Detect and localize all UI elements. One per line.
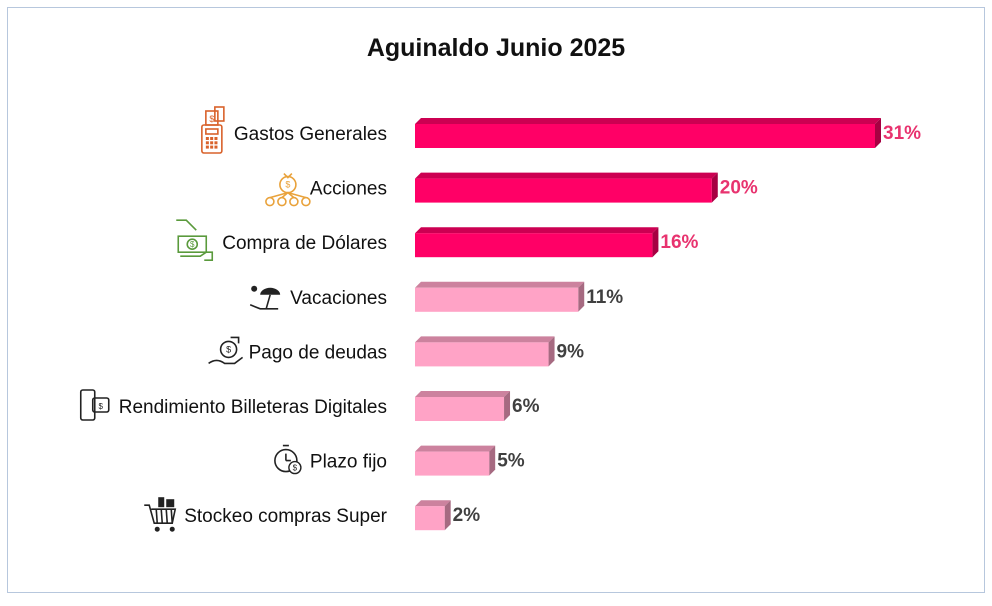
bar-row: 2% Stockeo compras Super [144,497,480,532]
bar-top [415,391,511,397]
svg-text:$: $ [209,114,214,124]
stopwatch-dollar-icon: $ [274,444,302,475]
category-label: Pago de deudas [249,342,387,363]
bar-side [652,227,659,258]
bar [415,178,712,203]
svg-text:$: $ [293,464,298,473]
data-label: 5% [497,451,525,472]
data-label: 16% [660,232,698,253]
bar [415,506,445,531]
hand-money-bag-icon: $ [208,336,244,365]
bar [415,287,579,312]
svg-text:$: $ [190,240,195,249]
bar-row: 31% Gastos Generales $ [201,106,921,154]
phone-wallet-icon: $ [79,389,110,421]
category-label: Plazo fijo [310,452,387,473]
bar-top [415,336,555,343]
beach-umbrella-icon [249,285,281,310]
bar [415,342,549,367]
data-label: 31% [883,123,921,144]
bar-side [875,118,881,148]
bar-top [415,172,718,179]
svg-text:$: $ [285,180,290,190]
category-label: Vacaciones [290,288,387,309]
bar-side [504,391,511,421]
data-label: 11% [586,287,623,308]
pos-terminal-icon: $ [201,106,225,154]
bar-top [415,281,585,288]
bar-row: 20% Acciones $ [265,172,758,207]
category-label: Stockeo compras Super [184,506,387,527]
bar-side [548,336,555,367]
hand-dollar-bill-icon: $ [176,219,214,261]
bar-top [415,445,496,452]
category-label: Gastos Generales [234,124,387,145]
bar-side [711,172,718,203]
bar-row: 16% Compra de Dólares $ [176,219,699,261]
bar-side [489,445,496,476]
data-label: 6% [512,396,540,417]
svg-text:$: $ [226,344,231,354]
bar-row: 9% Pago de deudas $ [208,336,585,367]
data-label: 20% [720,178,758,199]
bar [415,397,505,421]
data-label: 9% [557,341,585,362]
svg-text:$: $ [99,402,104,411]
bar [415,233,653,258]
shopping-cart-icon [144,497,177,532]
bar-side [578,281,585,312]
category-label: Compra de Dólares [222,233,387,254]
bar [415,451,490,476]
bar-side [444,500,451,531]
bar-top [415,500,451,507]
bar-row: 5% Plazo fijo $ [274,444,525,476]
money-bags-network-icon: $ [265,173,311,207]
chart-title: Aguinaldo Junio 2025 [366,34,626,62]
bar-row: 6% Rendimiento Billeteras Digitales $ [79,389,540,421]
data-label: 2% [453,505,481,526]
category-label: Rendimiento Billeteras Digitales [119,397,387,418]
category-label: Acciones [310,179,387,200]
bar-top [415,227,659,234]
bar-top [415,118,881,124]
bar [415,124,875,148]
bar-row: 11% Vacaciones [249,281,623,312]
